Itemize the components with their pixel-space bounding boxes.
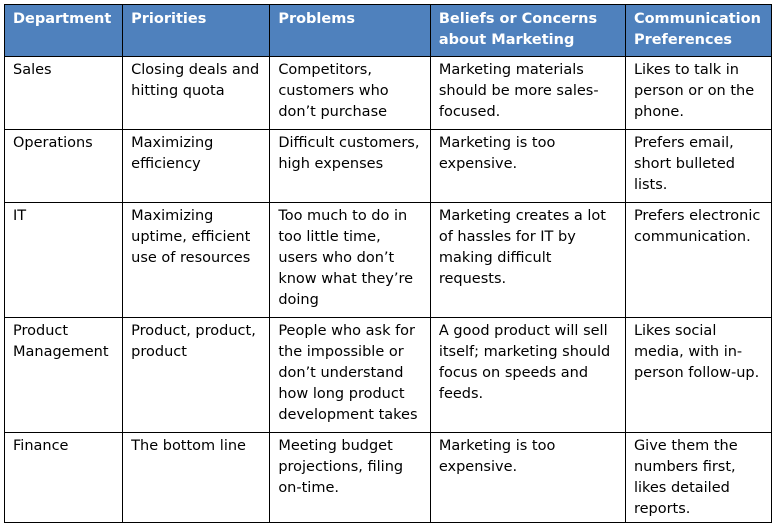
cell-priorities: Maximizing uptime, efficient use of reso… (122, 202, 271, 318)
table-row-product-management: Product Management Product, product, pro… (3, 317, 773, 433)
cell-department: Finance (3, 432, 124, 523)
cell-beliefs: Marketing is too expensive. (429, 432, 626, 523)
header-beliefs: Beliefs or Concerns about Marketing (429, 4, 626, 57)
header-priorities: Priorities (122, 4, 271, 57)
cell-beliefs: Marketing is too expensive. (429, 129, 626, 203)
cell-priorities: Product, product, product (122, 317, 271, 433)
cell-beliefs: Marketing creates a lot of hassles for I… (429, 202, 626, 318)
cell-problems: Competitors, customers who don’t purchas… (269, 56, 431, 130)
cell-beliefs: A good product will sell itself; marketi… (429, 317, 626, 433)
header-communication: Communication Preferences (624, 4, 773, 57)
cell-problems: People who ask for the impossible or don… (269, 317, 431, 433)
table-body: Sales Closing deals and hitting quota Co… (3, 56, 773, 523)
department-comparison-table: Department Priorities Problems Beliefs o… (3, 4, 773, 523)
cell-problems: Difficult customers, high expenses (269, 129, 431, 203)
cell-problems: Too much to do in too little time, users… (269, 202, 431, 318)
cell-beliefs: Marketing materials should be more sales… (429, 56, 626, 130)
cell-communication: Prefers email, short bulleted lists. (624, 129, 773, 203)
table-header: Department Priorities Problems Beliefs o… (3, 4, 773, 57)
cell-department: IT (3, 202, 124, 318)
table-row-sales: Sales Closing deals and hitting quota Co… (3, 56, 773, 130)
cell-priorities: The bottom line (122, 432, 271, 523)
cell-department: Product Management (3, 317, 124, 433)
cell-problems: Meeting budget projections, filing on-ti… (269, 432, 431, 523)
table-row-it: IT Maximizing uptime, efficient use of r… (3, 202, 773, 318)
cell-priorities: Maximizing efficiency (122, 129, 271, 203)
cell-communication: Give them the numbers first, likes detai… (624, 432, 773, 523)
cell-communication: Likes social media, with in-person follo… (624, 317, 773, 433)
header-problems: Problems (269, 4, 431, 57)
table-row-operations: Operations Maximizing efficiency Difficu… (3, 129, 773, 203)
cell-communication: Likes to talk in person or on the phone. (624, 56, 773, 130)
cell-department: Sales (3, 56, 124, 130)
table-row-finance: Finance The bottom line Meeting budget p… (3, 432, 773, 523)
header-department: Department (3, 4, 124, 57)
cell-communication: Prefers electronic communication. (624, 202, 773, 318)
header-row: Department Priorities Problems Beliefs o… (3, 4, 773, 57)
cell-department: Operations (3, 129, 124, 203)
cell-priorities: Closing deals and hitting quota (122, 56, 271, 130)
